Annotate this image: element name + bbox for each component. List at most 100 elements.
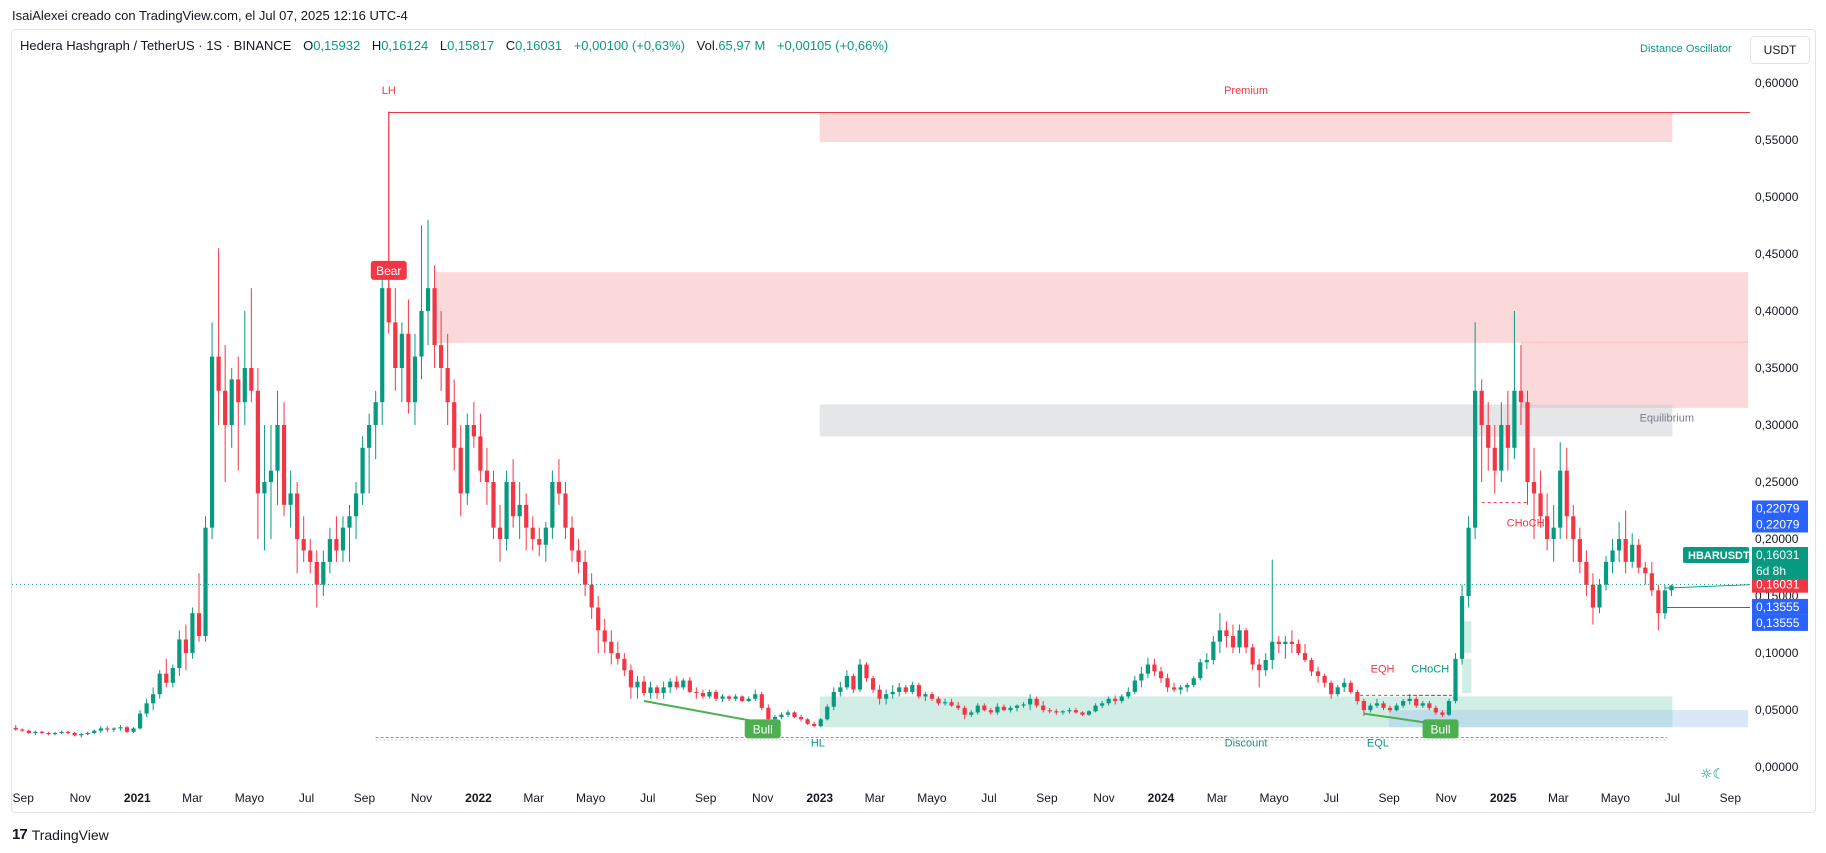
candle[interactable] (1551, 504, 1556, 562)
candle[interactable] (412, 333, 418, 425)
candle[interactable] (1171, 682, 1177, 692)
candle[interactable] (779, 712, 784, 720)
candle[interactable] (196, 573, 202, 642)
candle[interactable] (1100, 701, 1105, 708)
candle[interactable] (262, 425, 267, 551)
candle[interactable] (707, 689, 712, 699)
candle[interactable] (1093, 703, 1098, 713)
candle[interactable] (1505, 390, 1510, 471)
candle[interactable] (1361, 698, 1366, 716)
candle[interactable] (151, 687, 156, 711)
candle[interactable] (216, 248, 221, 425)
candle[interactable] (1021, 702, 1026, 708)
candle[interactable] (746, 696, 751, 703)
candle[interactable] (1113, 695, 1118, 705)
candle[interactable] (1636, 539, 1641, 574)
candle[interactable] (314, 550, 319, 608)
candle[interactable] (223, 345, 228, 483)
candle[interactable] (1643, 561, 1648, 585)
candle[interactable] (910, 681, 915, 695)
candle[interactable] (353, 482, 359, 540)
candle[interactable] (1041, 701, 1046, 713)
candle[interactable] (65, 730, 71, 735)
candle[interactable] (1617, 521, 1622, 562)
candle[interactable] (79, 732, 84, 738)
candle[interactable] (321, 550, 326, 597)
candle[interactable] (105, 726, 110, 732)
candle[interactable] (236, 356, 241, 471)
candle[interactable] (517, 482, 522, 540)
candle[interactable] (556, 459, 562, 505)
session-toggle-icon[interactable]: ☼☾ (1700, 767, 1725, 783)
candle[interactable] (39, 730, 45, 735)
candle[interactable] (72, 731, 77, 737)
candle[interactable] (164, 658, 169, 688)
candle[interactable] (857, 658, 863, 692)
candle[interactable] (170, 664, 175, 688)
candle[interactable] (1387, 705, 1393, 713)
candle[interactable] (949, 698, 954, 707)
candle[interactable] (1597, 578, 1602, 614)
candle[interactable] (1473, 322, 1478, 540)
candle[interactable] (877, 685, 882, 705)
candle[interactable] (923, 691, 928, 702)
candle[interactable] (1512, 310, 1517, 460)
candle[interactable] (386, 111, 391, 334)
candle[interactable] (524, 493, 529, 551)
candle[interactable] (1656, 584, 1661, 631)
candle[interactable] (1374, 698, 1380, 708)
candle[interactable] (249, 288, 254, 403)
candle[interactable] (1538, 470, 1543, 528)
candle[interactable] (360, 436, 365, 505)
candle[interactable] (1348, 680, 1353, 695)
candle[interactable] (831, 687, 836, 711)
candle[interactable] (33, 730, 38, 736)
candle[interactable] (471, 402, 476, 448)
candle[interactable] (1545, 493, 1550, 551)
candle[interactable] (759, 691, 764, 711)
candle[interactable] (661, 681, 666, 699)
candle[interactable] (785, 710, 791, 717)
candle[interactable] (1211, 636, 1216, 665)
candle[interactable] (1590, 573, 1596, 625)
candle[interactable] (144, 698, 149, 717)
candle[interactable] (1001, 704, 1007, 712)
candle[interactable] (890, 685, 895, 699)
candle[interactable] (458, 425, 463, 517)
candle[interactable] (1145, 657, 1151, 679)
candle[interactable] (1407, 694, 1412, 705)
candle[interactable] (962, 705, 967, 720)
candle[interactable] (1440, 710, 1445, 717)
candle[interactable] (301, 516, 306, 562)
candle[interactable] (308, 539, 313, 574)
candle[interactable] (1329, 680, 1334, 699)
candle[interactable] (1564, 447, 1569, 540)
candle[interactable] (916, 682, 921, 699)
candle[interactable] (1381, 701, 1386, 711)
candle[interactable] (844, 670, 849, 690)
candle[interactable] (1132, 675, 1137, 695)
candle[interactable] (988, 707, 993, 715)
candle[interactable] (1479, 379, 1484, 483)
candle[interactable] (1230, 624, 1236, 654)
candle[interactable] (13, 724, 18, 731)
candle[interactable] (177, 630, 182, 676)
candle[interactable] (1368, 703, 1373, 713)
candle[interactable] (753, 689, 758, 702)
candle[interactable] (281, 402, 287, 517)
candle[interactable] (694, 687, 699, 699)
candle[interactable] (242, 310, 247, 425)
candle[interactable] (812, 721, 817, 728)
candle[interactable] (183, 624, 188, 671)
candle[interactable] (1446, 698, 1452, 716)
candle[interactable] (425, 219, 431, 346)
candle[interactable] (1237, 624, 1242, 654)
candle[interactable] (137, 710, 143, 730)
candle[interactable] (792, 711, 797, 719)
candle[interactable] (615, 641, 620, 665)
candle[interactable] (373, 390, 378, 460)
candle[interactable] (1466, 516, 1471, 608)
candle[interactable] (1028, 694, 1033, 711)
candle[interactable] (1060, 710, 1065, 715)
candle[interactable] (1152, 658, 1157, 676)
